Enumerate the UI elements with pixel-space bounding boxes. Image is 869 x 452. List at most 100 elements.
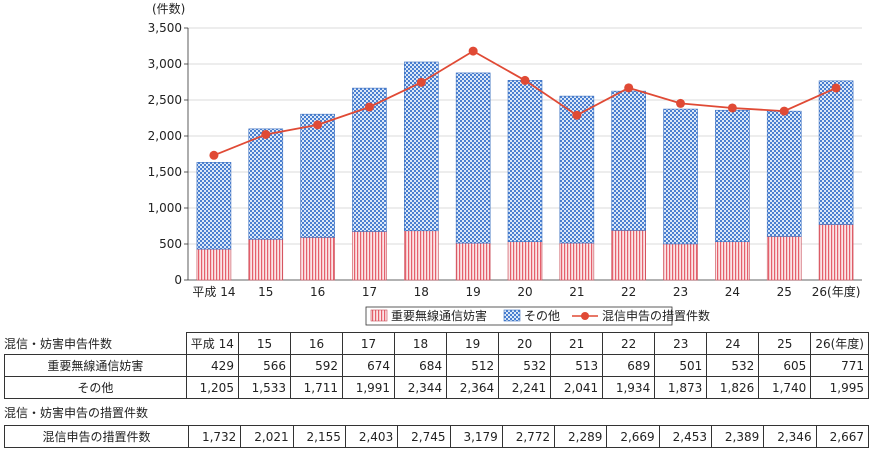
bar-important — [559, 242, 595, 281]
table-header-year: 23 — [654, 332, 708, 355]
bar-important — [455, 242, 491, 281]
bar-important — [196, 248, 232, 281]
bar-important — [611, 230, 646, 281]
table-cell: 771 — [810, 354, 869, 377]
bar-other — [559, 95, 595, 244]
bar-other — [663, 108, 698, 245]
bar-other — [455, 72, 491, 244]
table-cell: 2,667 — [815, 425, 869, 448]
line-point — [364, 102, 374, 112]
table-row-label: その他 — [4, 376, 187, 399]
legend-swatch-important — [370, 309, 388, 322]
data-table: 平成 14 15 16 17 18 19 20 21 22 23 24 25 2… — [4, 332, 869, 399]
table-cell: 532 — [498, 354, 552, 377]
table-cell: 1,533 — [237, 376, 291, 399]
table-cell: 1,826 — [706, 376, 760, 399]
table-cell: 2,289 — [554, 425, 608, 448]
bar-other — [352, 87, 387, 232]
bar-important — [766, 236, 802, 281]
x-tick-label: 23 — [673, 285, 688, 299]
table-cell: 2,155 — [292, 425, 346, 448]
bar-important — [404, 230, 439, 281]
line-series — [209, 46, 841, 160]
bar-other — [507, 80, 543, 242]
table-cell: 1,991 — [342, 376, 396, 399]
line-point — [831, 83, 841, 93]
y-tick-label: 500 — [159, 237, 182, 251]
table-cell: 2,669 — [606, 425, 660, 448]
table-cell: 689 — [602, 354, 656, 377]
table-header-year: 21 — [550, 332, 604, 355]
table-cell: 674 — [342, 354, 396, 377]
legend-label-other: その他 — [524, 309, 560, 323]
legend-swatch-other — [503, 309, 521, 322]
line-point — [520, 75, 530, 85]
table-header-blank — [5, 333, 187, 355]
line-point — [209, 150, 219, 160]
table-cell: 2,346 — [763, 425, 817, 448]
table-cell: 2,021 — [240, 425, 294, 448]
y-axis: 0 500 1,000 1,500 2,000 2,500 3,000 3,500 — [148, 21, 189, 287]
table-cell: 1,205 — [185, 376, 239, 399]
line-point — [572, 110, 582, 120]
bar-important — [715, 241, 750, 281]
chart: (件数) 05001,0001,5002,0002,5003,0003,500 … — [148, 1, 862, 326]
legend: 重要無線通信妨害 その他 混信申告の措置件数 — [365, 306, 710, 326]
table-header-year: 24 — [706, 332, 760, 355]
x-tick-label: 18 — [414, 285, 429, 299]
x-tick-label: 25 — [777, 285, 792, 299]
table-header-year: 15 — [237, 332, 291, 355]
table-row: その他 1,205 1,533 1,711 1,991 2,344 2,364 … — [4, 376, 869, 399]
table-cell: 566 — [237, 354, 291, 377]
y-tick-label: 1,500 — [148, 165, 182, 179]
table-cell: 512 — [446, 354, 500, 377]
table-section2-label: 混信・妨害申告の措置件数 — [4, 406, 149, 420]
table-cell: 2,364 — [446, 376, 500, 399]
y-tick-label: 2,000 — [148, 129, 182, 143]
table-header-row: 平成 14 15 16 17 18 19 20 21 22 23 24 25 2… — [5, 332, 869, 355]
legend-label-measures: 混信申告の措置件数 — [602, 308, 710, 323]
line-point — [676, 98, 686, 108]
table-cell: 2,403 — [344, 425, 399, 448]
table-row: 重要無線通信妨害 429 566 592 674 684 512 532 513… — [4, 354, 869, 377]
y-unit-label: (件数) — [152, 1, 185, 16]
table-cell: 2,241 — [498, 376, 552, 399]
legend-line-marker — [581, 312, 589, 320]
measures-table: 混信申告の措置件数 1,732 2,021 2,155 2,403 2,745 … — [3, 425, 869, 448]
table-section-label: 混信・妨害申告件数 — [4, 337, 113, 351]
table-cell: 2,772 — [501, 425, 556, 448]
table-cell: 1,740 — [758, 376, 812, 399]
table-row-label: 混信申告の措置件数 — [3, 425, 190, 448]
bar-important — [507, 241, 543, 281]
table-header-year: 22 — [602, 332, 656, 355]
table-cell: 1,995 — [810, 376, 869, 399]
y-tick-label: 2,500 — [148, 93, 182, 107]
table-cell: 1,873 — [654, 376, 708, 399]
table-header-year: 25 — [758, 332, 812, 355]
bar-other — [715, 109, 750, 242]
y-tick-label: 1,000 — [148, 201, 182, 215]
table-cell: 2,344 — [394, 376, 448, 399]
x-tick-label: 16 — [310, 285, 325, 299]
table-cell: 1,732 — [188, 425, 242, 448]
bar-other — [248, 128, 284, 240]
table-cell: 592 — [289, 354, 344, 377]
table-row: 混信申告の措置件数 1,732 2,021 2,155 2,403 2,745 … — [3, 425, 869, 448]
bar-other — [611, 90, 646, 231]
line-point — [727, 103, 737, 113]
bar-important — [352, 231, 387, 281]
bar-other — [196, 162, 232, 250]
line-point — [261, 129, 271, 139]
table-cell: 2,745 — [397, 425, 451, 448]
x-axis: 平成 14 15 16 17 18 19 20 21 22 23 24 25 26(年度) — [192, 284, 860, 299]
line-point — [313, 120, 323, 130]
x-tick-label: 22 — [621, 285, 636, 299]
x-tick-label: 平成 14 — [192, 285, 235, 299]
bar-important — [300, 237, 335, 281]
x-tick-label: 15 — [258, 285, 273, 299]
bars — [196, 61, 854, 281]
table-cell: 513 — [550, 354, 604, 377]
table-header-year: 20 — [498, 332, 552, 355]
table-cell: 605 — [758, 354, 812, 377]
table-header-year: 17 — [342, 332, 396, 355]
